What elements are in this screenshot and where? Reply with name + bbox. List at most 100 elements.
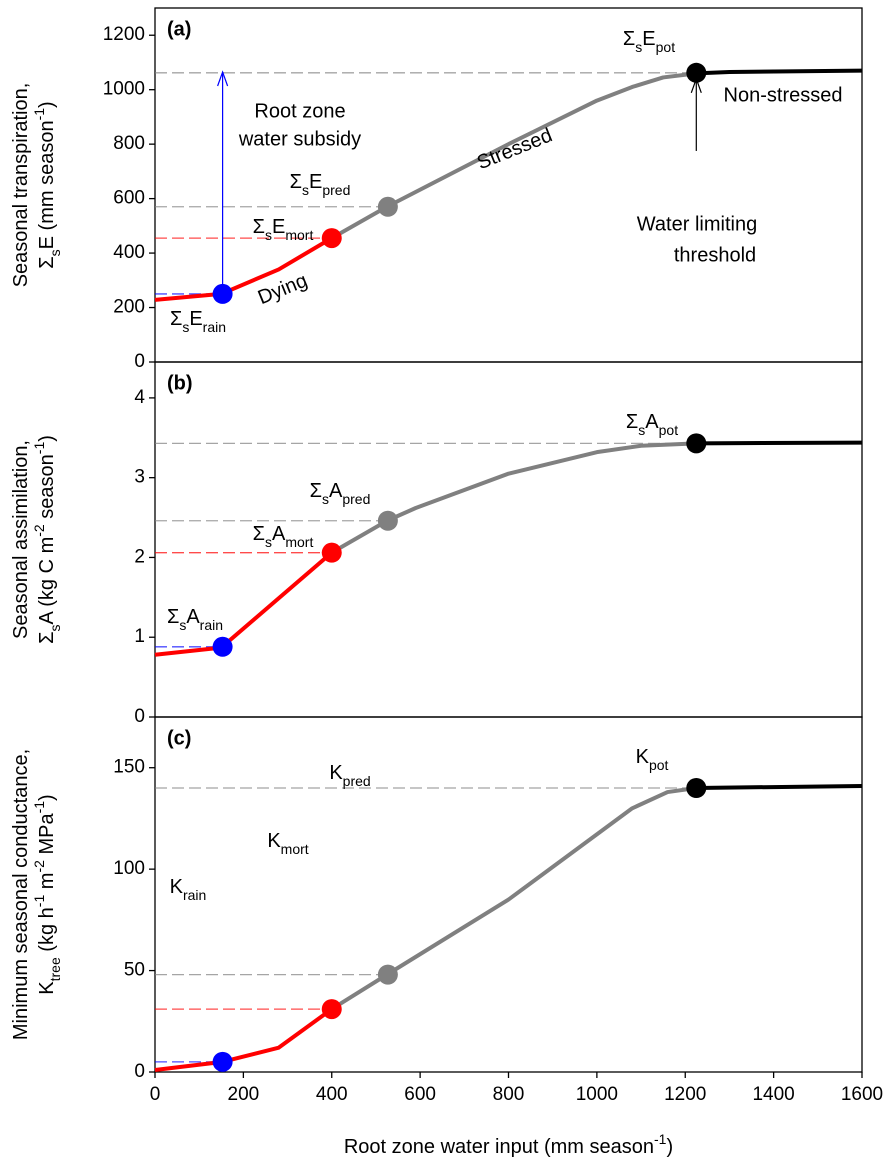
panel-label: (b): [167, 372, 193, 394]
panel-label: (c): [167, 727, 191, 749]
text-part: pred: [342, 491, 370, 507]
point: [212, 283, 233, 304]
point: [377, 510, 398, 531]
text-part: ): [666, 1136, 673, 1158]
y-tick-label: 1000: [103, 79, 145, 100]
text-part: E: [272, 216, 285, 238]
text-part: Seasonal transpiration,: [10, 83, 32, 288]
text-part: Σ: [623, 28, 635, 50]
text-part: A: [329, 480, 343, 502]
x-axis-title: Root zone water input (mm season-1): [344, 1131, 673, 1159]
y-tick-label: 150: [113, 757, 145, 778]
x-tick-label: 400: [316, 1084, 348, 1105]
text-part: s: [322, 491, 329, 507]
text-part: A: [645, 411, 659, 433]
text-part: K: [329, 762, 343, 784]
text-part: s: [47, 249, 63, 256]
point-label: ΣsEmort: [253, 216, 314, 242]
point: [377, 196, 398, 217]
text-part: K: [636, 746, 650, 768]
text-part: rain: [183, 887, 206, 903]
text-part: mort: [285, 534, 313, 550]
text-part: Σ: [36, 632, 58, 644]
text-part: -1: [31, 801, 47, 814]
arrow-head: [217, 70, 229, 87]
point-label: Kpot: [636, 746, 669, 772]
x-tick-label: 0: [150, 1084, 161, 1105]
text-part: -1: [654, 1131, 667, 1147]
panel-label: (a): [167, 18, 191, 40]
y-tick-label: 0: [134, 706, 145, 727]
point: [377, 964, 398, 985]
text-part: ): [36, 101, 58, 108]
text-part: season: [36, 454, 58, 524]
point: [321, 228, 342, 249]
series-line: [154, 236, 333, 302]
text-part: mort: [285, 227, 313, 243]
y-tick-label: 0: [134, 1061, 145, 1082]
text-part: pred: [322, 182, 350, 198]
point-label: ΣsArain: [167, 606, 223, 632]
text-part: -2: [31, 860, 47, 873]
text-part: s: [302, 182, 309, 198]
x-tick-label: 1400: [752, 1084, 794, 1105]
text-part: Σ: [310, 480, 322, 502]
text-part: K: [36, 981, 58, 995]
point: [686, 433, 707, 454]
point-label: ΣsAmort: [253, 523, 314, 549]
text-part: s: [265, 534, 272, 550]
text-part: rain: [200, 617, 223, 633]
series-line: [154, 1007, 333, 1072]
text-part: (kg h: [36, 907, 58, 957]
point-label: Kmort: [267, 830, 308, 856]
text-part: -1: [31, 108, 47, 121]
y-tick-label: 0: [134, 351, 145, 372]
text-part: K: [170, 876, 184, 898]
text-part: ): [36, 435, 58, 442]
text-part: E: [309, 171, 322, 193]
text-part: pot: [656, 39, 676, 55]
y-tick-label: 200: [113, 297, 145, 318]
series-line: [154, 551, 334, 657]
text-part: tree: [47, 957, 63, 981]
series-line: [696, 440, 863, 446]
y-tick-label: 100: [113, 858, 145, 879]
y-tick-label: 600: [113, 188, 145, 209]
text-part: Σ: [626, 411, 638, 433]
point-label: ΣsEpot: [623, 28, 675, 54]
text-part: Σ: [253, 523, 265, 545]
point-label: Krain: [170, 876, 207, 902]
y-tick-label: 3: [134, 467, 145, 488]
y-axis-title: ΣsE (mm season-1): [31, 101, 63, 268]
text-part: Minimum seasonal conductance,: [10, 749, 32, 1040]
text-part: pred: [343, 773, 371, 789]
point-label: ΣsEpred: [290, 171, 351, 197]
text-part: m: [36, 873, 58, 895]
series-line: [696, 68, 863, 76]
x-tick-label: 800: [493, 1084, 525, 1105]
text-part: K: [267, 830, 281, 852]
x-tick-label: 1000: [576, 1084, 618, 1105]
annotation: water subsidy: [238, 128, 361, 150]
text-part: E: [189, 308, 202, 330]
y-axis-title: Ktree (kg h-1 m-2 MPa-1): [31, 794, 63, 994]
series-line: [330, 786, 697, 1011]
text-part: rain: [203, 319, 226, 335]
annotation: Water limiting: [637, 213, 757, 235]
text-part: A: [186, 606, 200, 628]
point-label: ΣsApot: [626, 411, 678, 437]
point: [212, 636, 233, 657]
text-part: A (kg C m: [36, 537, 58, 625]
plot-frame: [154, 716, 863, 1073]
x-tick-label: 600: [404, 1084, 436, 1105]
series-line: [330, 441, 697, 555]
text-part: E (mm season: [36, 120, 58, 249]
plot-frame: [154, 7, 863, 363]
text-part: ): [36, 794, 58, 801]
y-axis-title: Seasonal transpiration,: [10, 83, 32, 288]
point-label: ΣsApred: [310, 480, 371, 506]
x-tick-label: 200: [228, 1084, 260, 1105]
point: [321, 999, 342, 1020]
